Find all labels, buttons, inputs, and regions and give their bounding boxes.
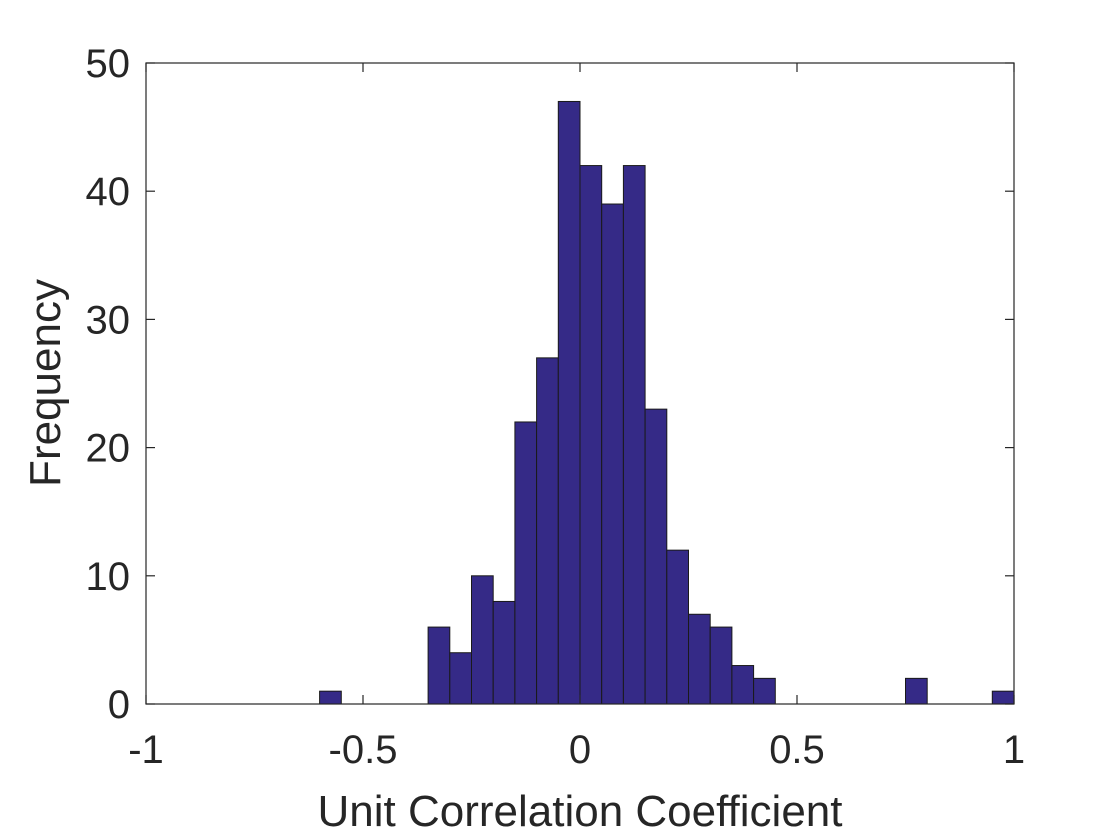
y-tick-label-2: 20 bbox=[86, 427, 131, 471]
histogram-bar-8 bbox=[579, 165, 603, 705]
bars-group bbox=[319, 100, 1015, 705]
y-axis-label: Frequency bbox=[21, 279, 70, 487]
histogram-bar-14 bbox=[709, 626, 733, 705]
histogram-bar-12 bbox=[666, 549, 689, 705]
histogram-bar-11 bbox=[644, 408, 668, 705]
x-tick-label-2: 0 bbox=[569, 728, 591, 772]
histogram-bar-16 bbox=[753, 677, 776, 705]
histogram-bar-15 bbox=[731, 665, 755, 705]
histogram-bar-10 bbox=[622, 165, 646, 705]
histogram-bar-7 bbox=[557, 100, 581, 705]
y-tick-label-0: 0 bbox=[108, 683, 130, 727]
ticks-group bbox=[145, 62, 1015, 705]
x-axis-label: Unit Correlation Coefficient bbox=[318, 787, 843, 836]
x-tick-label-4: 1 bbox=[1003, 728, 1025, 772]
x-tick-label-3: 0.5 bbox=[769, 728, 825, 772]
y-tick-label-1: 10 bbox=[86, 555, 131, 599]
histogram-bar-9 bbox=[601, 203, 624, 705]
x-tick-labels: -1 -0.5 0 0.5 1 bbox=[128, 728, 1025, 772]
histogram-bar-1 bbox=[427, 626, 451, 705]
y-tick-label-3: 30 bbox=[86, 298, 131, 342]
y-tick-label-5: 50 bbox=[86, 42, 131, 86]
x-tick-label-1: -0.5 bbox=[329, 728, 398, 772]
histogram-bar-4 bbox=[492, 600, 516, 705]
y-tick-label-4: 40 bbox=[86, 170, 131, 214]
histogram-bar-13 bbox=[688, 613, 711, 705]
histogram-bar-17 bbox=[905, 677, 928, 705]
histogram-bar-0 bbox=[319, 690, 342, 705]
histogram-bar-3 bbox=[471, 575, 494, 705]
histogram-bar-2 bbox=[449, 652, 472, 705]
x-tick-label-0: -1 bbox=[128, 728, 164, 772]
histogram-bar-18 bbox=[991, 690, 1015, 705]
histogram-bar-6 bbox=[536, 357, 559, 705]
histogram-bar-5 bbox=[514, 421, 538, 705]
y-tick-labels: 0 10 20 30 40 50 bbox=[86, 42, 131, 727]
